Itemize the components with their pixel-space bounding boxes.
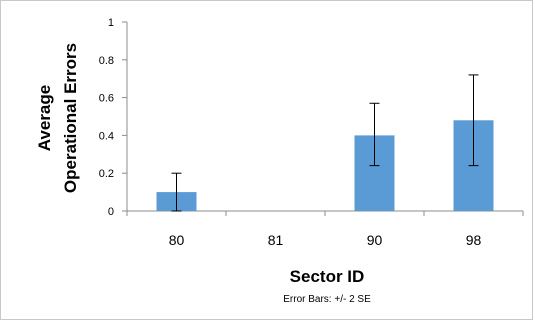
y-tick-label: 0.2: [99, 168, 114, 180]
y-axis-title-line-2: Operational Errors: [61, 43, 80, 193]
bar-chart: Average Operational Errors 0 0.2 0.4 0.6 0.8…: [35, 17, 524, 305]
y-axis-title: Average Operational Errors: [35, 43, 80, 193]
plot-area: 0 0.2 0.4 0.6 0.8 1 80 81 90 98: [99, 17, 524, 248]
y-tick-label: 0.8: [99, 55, 114, 67]
chart-frame: Average Operational Errors 0 0.2 0.4 0.6 0.8…: [0, 0, 533, 320]
x-tick-label-80: 80: [169, 232, 185, 248]
x-axis-title: Sector ID: [290, 267, 365, 286]
y-tick-label: 0: [108, 206, 114, 218]
y-axis-title-line-1: Average: [35, 85, 54, 151]
x-tick-label-98: 98: [466, 232, 482, 248]
y-tick-label: 0.4: [99, 130, 114, 142]
y-tick-label: 0.6: [99, 93, 114, 105]
y-tick-label: 1: [108, 17, 114, 29]
error-bars-note: Error Bars: +/- 2 SE: [283, 294, 371, 305]
x-tick-label-81: 81: [268, 232, 284, 248]
x-tick-label-90: 90: [367, 232, 383, 248]
